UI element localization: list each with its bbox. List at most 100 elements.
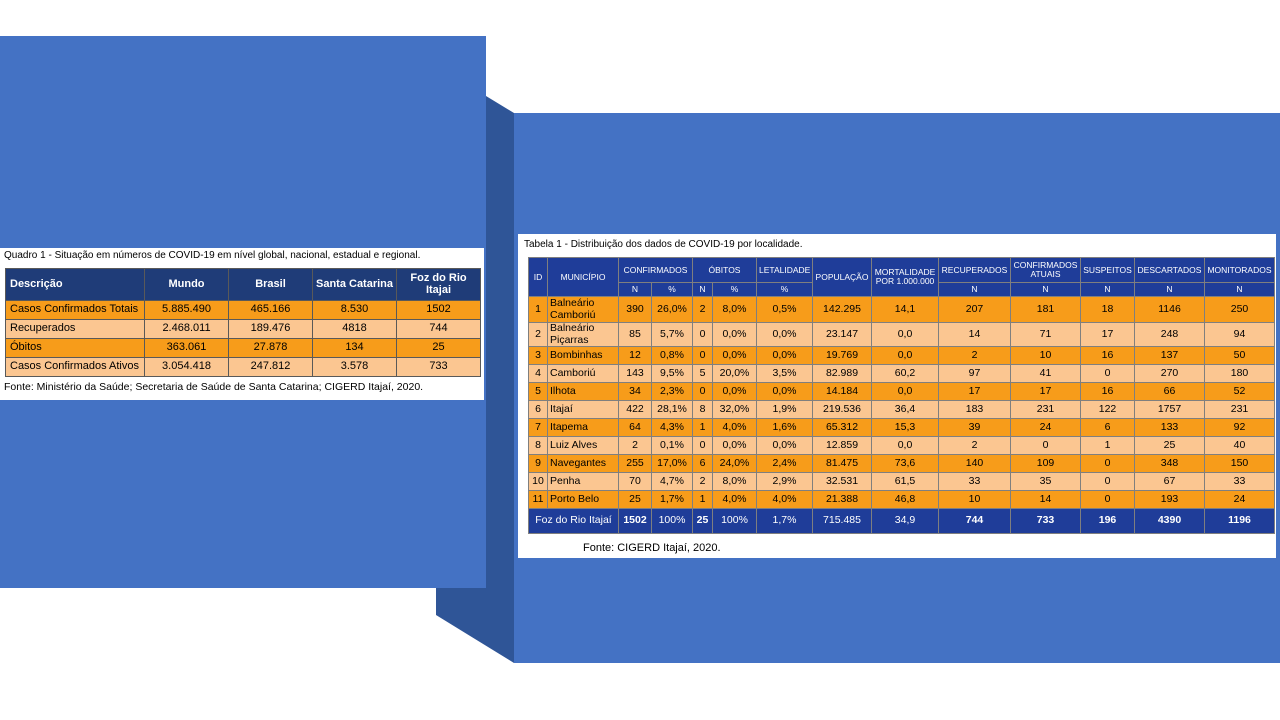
table-cell: 50 — [1204, 346, 1275, 365]
table-cell: Balneário Piçarras — [547, 322, 619, 347]
total-cell: 100% — [651, 508, 693, 534]
table-cell: 1757 — [1134, 400, 1205, 419]
table-row: Casos Confirmados Totais 5.885.490 465.166… — [5, 300, 481, 320]
total-cell: 4390 — [1134, 508, 1205, 534]
table-cell: 0 — [692, 382, 713, 401]
table-cell: Porto Belo — [547, 490, 619, 509]
table-cell: 4,0% — [756, 490, 813, 509]
table-row: 1 Balneário Camboriú 390 26,0% 2 8,0% 0,5% 142.… — [528, 296, 1275, 323]
table-cell: 20,0% — [712, 364, 757, 383]
table-row: 4 Camboriú 143 9,5% 5 20,0% 3,5% 82.989 60,2 97 41… — [528, 364, 1275, 383]
source: Fonte: Ministério da Saúde; Secretaria d… — [4, 381, 424, 393]
table-cell: 465.166 — [228, 300, 313, 320]
caption: Quadro 1 - Situação em números de COVID-… — [4, 250, 421, 261]
total-cell: 1196 — [1204, 508, 1275, 534]
table-cell: 39 — [938, 418, 1011, 437]
total-cell: 100% — [712, 508, 757, 534]
table-cell: 28,1% — [651, 400, 693, 419]
table-cell: 17,0% — [651, 454, 693, 473]
table-cell: 2 — [692, 296, 713, 323]
table-cell: 92 — [1204, 418, 1275, 437]
table-cell: 0,1% — [651, 436, 693, 455]
subheader-cell: N — [1134, 282, 1205, 297]
table-cell: 1 — [528, 296, 548, 323]
table-cell: 122 — [1080, 400, 1135, 419]
table-cell: Recuperados — [5, 319, 145, 339]
table-cell: 250 — [1204, 296, 1275, 323]
table-cell: 14.184 — [812, 382, 872, 401]
table-cell: 193 — [1134, 490, 1205, 509]
table-cell: 142.295 — [812, 296, 872, 323]
summary-table: Descrição Mundo Brasil Santa Catarina Foz do… — [5, 268, 481, 377]
table-cell: 180 — [1204, 364, 1275, 383]
header-cell: CONFIRMADOS — [618, 257, 693, 283]
header-cell: Foz do Rio Itajai — [396, 268, 481, 301]
table-cell: 21.388 — [812, 490, 872, 509]
table-cell: 33 — [1204, 472, 1275, 491]
table-cell: Óbitos — [5, 338, 145, 358]
table-cell: 0,0 — [871, 322, 939, 347]
table-cell: 0 — [692, 322, 713, 347]
table-cell: 0,0% — [712, 346, 757, 365]
table-cell: 64 — [618, 418, 652, 437]
table-row: 8 Luiz Alves 2 0,1% 0 0,0% 0,0% 12.859 0,0 2 0 1 25 4… — [528, 436, 1275, 455]
table-cell: 16 — [1080, 346, 1135, 365]
table-cell: 134 — [312, 338, 397, 358]
table-row: 11 Porto Belo 25 1,7% 1 4,0% 4,0% 21.388 46,8 10 1… — [528, 490, 1275, 509]
table-cell: 0,0 — [871, 436, 939, 455]
table-cell: 1 — [692, 418, 713, 437]
table-cell: 2 — [618, 436, 652, 455]
table-cell: 15,3 — [871, 418, 939, 437]
table-cell: 73,6 — [871, 454, 939, 473]
total-cell: 1502 — [618, 508, 652, 534]
table-row: 9 Navegantes 255 17,0% 6 24,0% 2,4% 81.475 73,6 1… — [528, 454, 1275, 473]
table-cell: 32.531 — [812, 472, 872, 491]
table-row: 5 Ilhota 34 2,3% 0 0,0% 0,0% 14.184 0,0 17 17 16 66 5… — [528, 382, 1275, 401]
table-cell: 219.536 — [812, 400, 872, 419]
table-cell: 36,4 — [871, 400, 939, 419]
table-cell: 0,0 — [871, 382, 939, 401]
header-cell: ÓBITOS — [692, 257, 757, 283]
header-cell: DESCARTADOS — [1134, 257, 1205, 283]
table-cell: 65.312 — [812, 418, 872, 437]
table-cell: Navegantes — [547, 454, 619, 473]
table-cell: 150 — [1204, 454, 1275, 473]
table-cell: 25 — [396, 338, 481, 358]
table-cell: 2,9% — [756, 472, 813, 491]
table-cell: 6 — [528, 400, 548, 419]
table-cell: Balneário Camboriú — [547, 296, 619, 323]
table-cell: 94 — [1204, 322, 1275, 347]
table-cell: 8,0% — [712, 296, 757, 323]
header-cell: POPULAÇÃO — [812, 257, 872, 297]
header-cell: MONITORADOS — [1204, 257, 1275, 283]
table-cell: 35 — [1010, 472, 1081, 491]
table-row: Casos Confirmados Ativos 3.054.418 247.812… — [5, 357, 481, 377]
table-cell: 422 — [618, 400, 652, 419]
table-cell: 0 — [1010, 436, 1081, 455]
table-cell: 4,7% — [651, 472, 693, 491]
table-cell: 1502 — [396, 300, 481, 320]
table-cell: 8.530 — [312, 300, 397, 320]
table-cell: 0,0% — [756, 346, 813, 365]
table-cell: 26,0% — [651, 296, 693, 323]
table-cell: 0,5% — [756, 296, 813, 323]
table-cell: 248 — [1134, 322, 1205, 347]
table-cell: 66 — [1134, 382, 1205, 401]
subheader-cell: % — [756, 282, 813, 297]
table-cell: 14 — [1010, 490, 1081, 509]
subheader-cell: N — [1010, 282, 1081, 297]
table-cell: 10 — [528, 472, 548, 491]
table-cell: 207 — [938, 296, 1011, 323]
table-cell: 1146 — [1134, 296, 1205, 323]
table-cell: 231 — [1204, 400, 1275, 419]
table-cell: 4 — [528, 364, 548, 383]
table-cell: 18 — [1080, 296, 1135, 323]
table-cell: 363.061 — [144, 338, 229, 358]
table-row: 6 Itajaí 422 28,1% 8 32,0% 1,9% 219.536 36,4 183 2… — [528, 400, 1275, 419]
table-cell: 12 — [618, 346, 652, 365]
table-cell: 0 — [1080, 490, 1135, 509]
table-cell: 140 — [938, 454, 1011, 473]
header-cell: ID — [528, 257, 548, 297]
table-cell: 16 — [1080, 382, 1135, 401]
table-cell: 17 — [938, 382, 1011, 401]
